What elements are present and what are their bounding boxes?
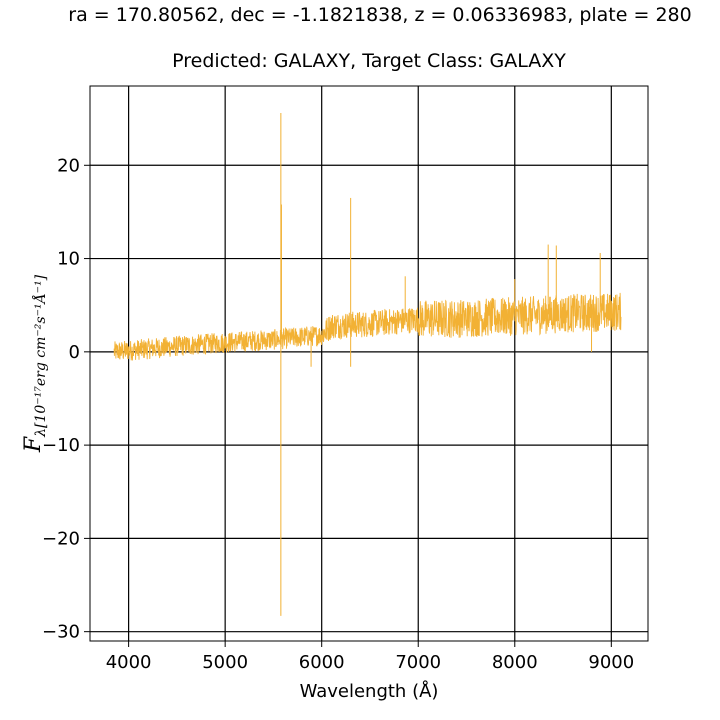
y-tick-label: 10 [57,249,80,270]
x-tick-label: 4000 [106,652,152,673]
y-tick-label: −20 [42,528,80,549]
y-tick-label: 0 [69,342,80,363]
x-tick-label: 8000 [492,652,538,673]
x-tick-label: 7000 [395,652,441,673]
axes-frame [89,85,649,642]
x-tick-label: 9000 [588,652,634,673]
y-tick-label: −10 [42,435,80,456]
x-tick-label: 6000 [299,652,345,673]
data-layer [113,113,622,616]
chart-subtitle: Predicted: GALAXY, Target Class: GALAXY [172,50,566,72]
chart-title: ra = 170.80562, dec = -1.1821838, z = 0.… [68,4,692,26]
y-axis-label: Fλ[10⁻¹⁷erg cm⁻²s⁻¹Å⁻¹] [21,274,49,453]
tick-labels: 4000 5000 6000 7000 8000 9000 −30 −20 −10 0 10 20 [42,155,634,673]
y-tick-label: 20 [57,155,80,176]
x-tick-label: 5000 [202,652,248,673]
spectrum-line [113,292,622,361]
x-axis-label: Wavelength (Å) [300,680,439,702]
grid [90,86,648,641]
y-tick-label: −30 [42,622,80,643]
